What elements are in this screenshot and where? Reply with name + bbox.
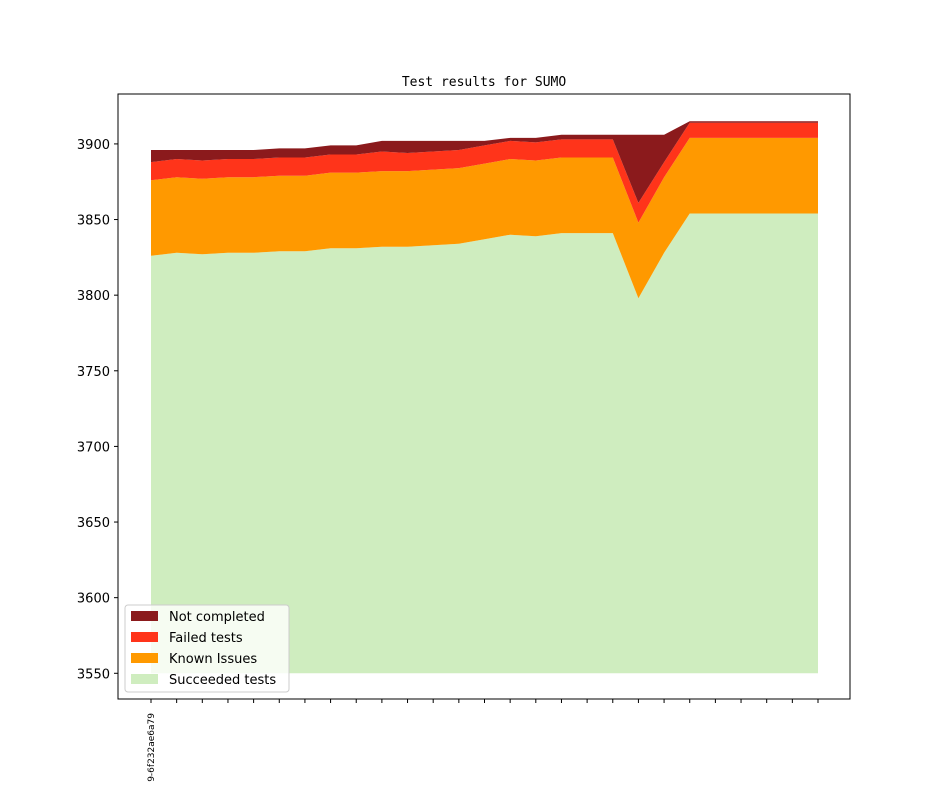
legend-label: Known Issues (169, 652, 257, 667)
y-tick-label: 3750 (77, 365, 110, 380)
legend-swatch (131, 674, 158, 684)
legend-swatch (131, 611, 158, 621)
x-tick-label: 9-6f232ae6a79 (147, 713, 157, 782)
area-failed-tests (151, 122, 818, 223)
area-not-completed (151, 121, 818, 203)
y-tick-label: 3650 (77, 516, 110, 531)
y-tick-label: 3600 (77, 592, 110, 607)
chart-title: Test results for SUMO (402, 75, 567, 90)
legend-label: Succeeded tests (169, 673, 276, 688)
area-known-issues (151, 137, 818, 299)
legend: Not completed Failed tests Known Issues Suc… (124, 604, 290, 693)
legend-swatch (131, 653, 158, 663)
y-tick-label: 3700 (77, 440, 110, 455)
area-succeeded-tests (151, 213, 818, 674)
y-tick-label: 3900 (77, 138, 110, 153)
legend-swatch (131, 632, 158, 642)
y-tick-label: 3850 (77, 214, 110, 229)
y-tick-label: 3550 (77, 667, 110, 682)
legend-box (124, 604, 290, 693)
y-tick-label: 3800 (77, 289, 110, 304)
legend-label: Failed tests (169, 631, 243, 646)
legend-label: Not completed (169, 610, 265, 625)
